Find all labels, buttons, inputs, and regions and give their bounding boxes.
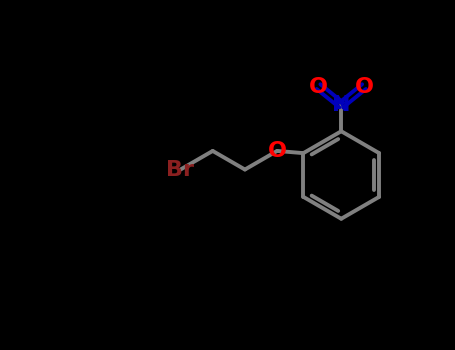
Text: O: O — [268, 141, 287, 161]
Text: O: O — [354, 77, 374, 97]
Text: Br: Br — [167, 160, 194, 180]
Text: O: O — [309, 77, 328, 97]
Text: N: N — [332, 95, 350, 115]
